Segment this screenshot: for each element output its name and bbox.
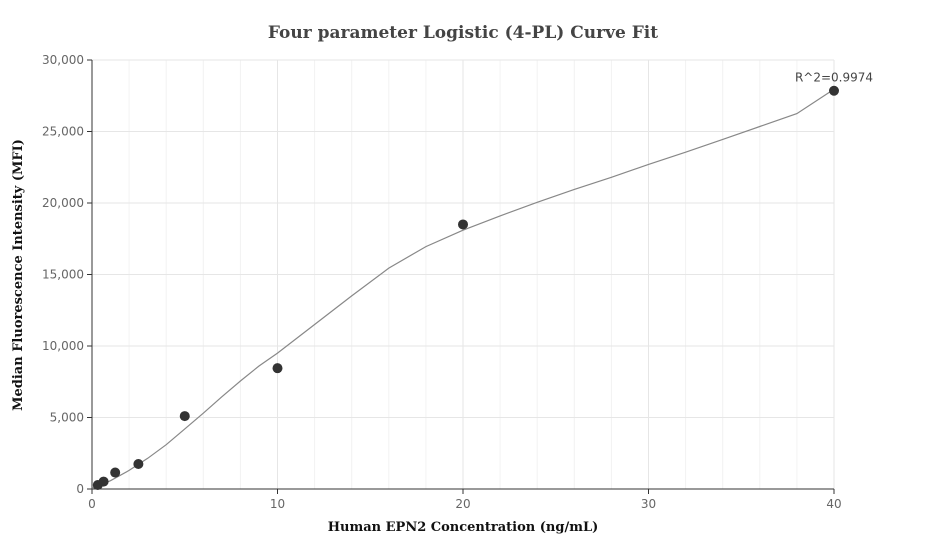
y-tick-label: 20,000 [42,196,84,210]
x-tick-label: 20 [455,497,470,511]
y-tick-label: 10,000 [42,339,84,353]
axes: 0 10 20 30 40 0 5,000 10,000 15,000 20,000 25,000 3… [42,53,842,511]
x-tick-label: 30 [641,497,656,511]
y-tick-label: 30,000 [42,53,84,67]
data-point [829,85,839,96]
y-tick-label: 0 [76,482,84,496]
x-tick-label: 40 [826,497,841,511]
data-point [272,363,283,374]
chart-title: Four parameter Logistic (4-PL) Curve Fit [268,23,658,43]
fit-curve [91,88,835,489]
data-point [133,458,144,469]
annotations: R^2=0.9974 [795,71,873,85]
fit-curve-layer [91,88,835,489]
y-tick-label: 25,000 [42,125,84,139]
data-point [179,411,190,422]
data-point [458,219,468,230]
y-tick-label: 5,000 [50,411,84,425]
r-squared-annotation: R^2=0.9974 [795,71,873,85]
y-tick-label: 15,000 [42,268,84,282]
data-points [92,85,839,490]
y-axis-label: Median Fluorescence Intensity (MFI) [11,139,26,411]
data-point [98,476,109,487]
x-tick-label: 10 [270,497,285,511]
x-axis-label: Human EPN2 Concentration (ng/mL) [328,520,599,535]
data-point [110,467,121,478]
x-tick-label: 0 [88,497,96,511]
grid [91,59,835,490]
